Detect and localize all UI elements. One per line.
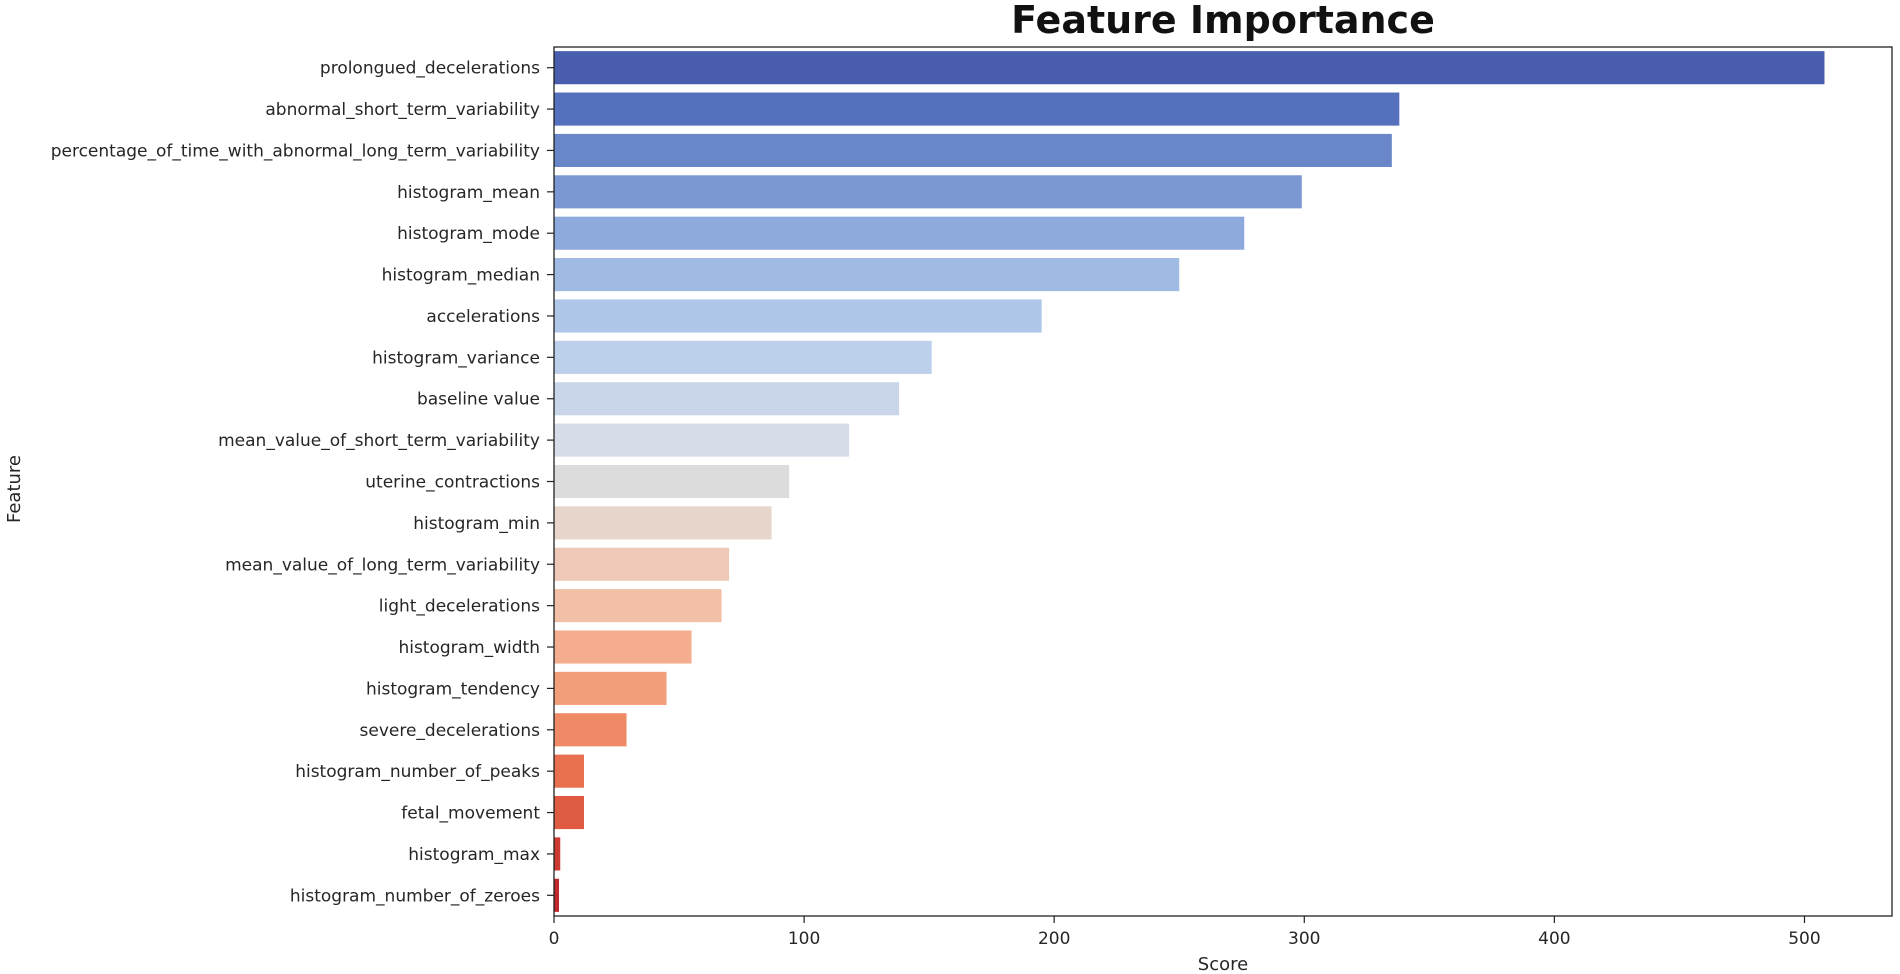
bar-severe-decelerations — [554, 713, 627, 747]
y-tick-label: histogram_tendency — [366, 679, 540, 699]
bar-prolongued-decelerations — [554, 51, 1825, 85]
bar-histogram-width — [554, 630, 692, 664]
bar-histogram-number-of-zeroes — [554, 878, 560, 912]
bar-mean-value-of-short-term-variability — [554, 423, 850, 457]
y-tick-label: percentage_of_time_with_abnormal_long_te… — [51, 141, 540, 161]
bar-histogram-max — [554, 837, 561, 871]
y-tick-label: severe_decelerations — [360, 721, 541, 741]
x-tick-label: 200 — [1038, 929, 1070, 949]
bar-histogram-mean — [554, 175, 1302, 209]
y-tick-label: histogram_max — [408, 845, 540, 865]
y-tick-label: mean_value_of_long_term_variability — [225, 555, 540, 575]
y-tick-label: histogram_median — [382, 266, 540, 286]
x-ticks: 0 100 200 300 400 500 — [549, 916, 1821, 949]
bar-uterine-contractions — [554, 464, 790, 499]
y-tick-label: histogram_width — [398, 638, 540, 658]
x-tick-label: 0 — [549, 929, 560, 949]
bar-accelerations — [554, 299, 1042, 333]
y-tick-label: light_decelerations — [379, 597, 540, 617]
y-tick-label: histogram_variance — [372, 348, 540, 368]
y-tick-labels: prolongued_decelerations abnormal_short_t… — [51, 59, 554, 906]
bar-percentage-of-time-with-abnormal-long-term-variability — [554, 133, 1392, 168]
bar-histogram-number-of-peaks — [554, 754, 585, 788]
bar-abnormal-short-term-variability — [554, 92, 1400, 126]
y-tick-label: baseline value — [417, 390, 540, 410]
x-axis-label: Score — [1198, 954, 1248, 974]
y-tick-label: mean_value_of_short_term_variability — [218, 431, 540, 451]
bar-baseline-value — [554, 382, 900, 416]
x-tick-label: 300 — [1288, 929, 1320, 949]
chart-title: Feature Importance — [1011, 0, 1435, 42]
plot-frame — [553, 46, 1893, 917]
y-tick-label: uterine_contractions — [365, 473, 540, 493]
x-tick-label: 500 — [1788, 929, 1820, 949]
y-tick-label: abnormal_short_term_variability — [265, 100, 540, 120]
y-axis-label: Feature — [4, 455, 25, 523]
y-tick-label: histogram_mode — [397, 224, 540, 244]
y-tick-label: histogram_mean — [397, 183, 540, 203]
x-tick-label: 400 — [1538, 929, 1570, 949]
bar-histogram-median — [554, 258, 1180, 292]
bar-histogram-mode — [554, 216, 1245, 250]
bar-light-decelerations — [554, 589, 722, 623]
bar-mean-value-of-long-term-variability — [554, 547, 730, 581]
y-tick-label: accelerations — [426, 307, 540, 327]
bar-histogram-min — [554, 506, 772, 540]
y-tick-label: histogram_min — [413, 514, 540, 534]
bars-group — [554, 51, 1825, 912]
bar-histogram-tendency — [554, 671, 667, 705]
y-tick-label: histogram_number_of_zeroes — [290, 886, 540, 906]
y-tick-label: histogram_number_of_peaks — [295, 762, 540, 782]
y-tick-label: fetal_movement — [401, 804, 540, 824]
bar-fetal-movement — [554, 795, 585, 830]
bar-histogram-variance — [554, 340, 932, 374]
y-tick-label: prolongued_decelerations — [320, 59, 540, 79]
x-tick-label: 100 — [788, 929, 820, 949]
